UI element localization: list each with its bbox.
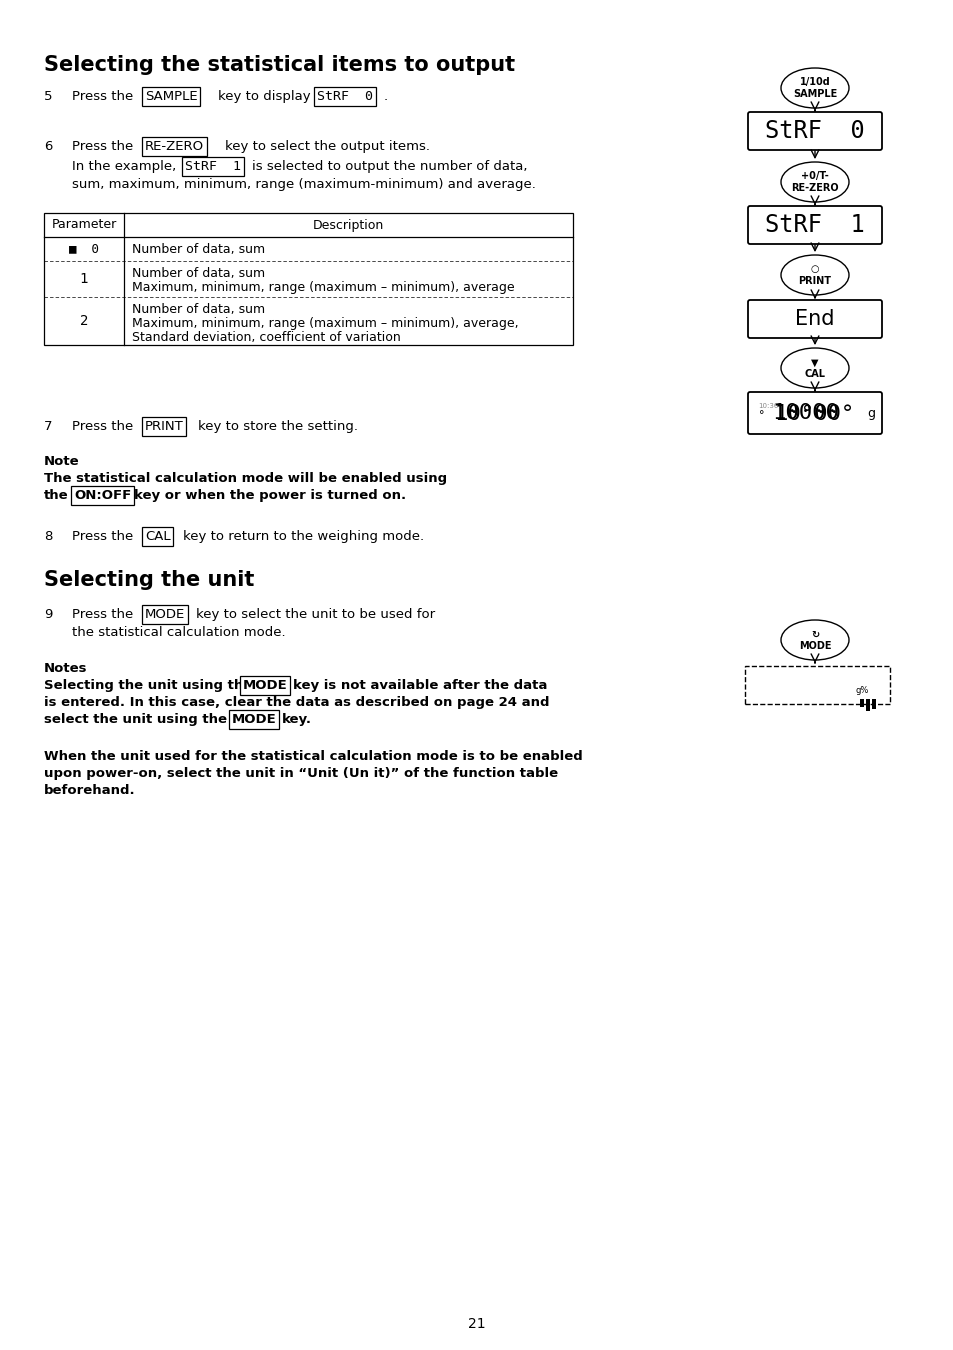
Text: Number of data, sum: Number of data, sum [132, 243, 265, 255]
Text: SAMPLE: SAMPLE [792, 89, 836, 99]
Text: PRINT: PRINT [798, 275, 831, 286]
Bar [744, 666, 889, 703]
Ellipse shape [781, 68, 848, 108]
Text: CAL: CAL [145, 531, 171, 543]
Text: sum, maximum, minimum, range (maximum-minimum) and average.: sum, maximum, minimum, range (maximum-mi… [71, 178, 536, 190]
FancyBboxPatch shape [747, 300, 882, 338]
Text: 2: 2 [80, 315, 88, 328]
Text: StRF  0: StRF 0 [316, 90, 373, 103]
Text: is entered. In this case, clear the data as described on page 24 and: is entered. In this case, clear the data… [44, 697, 549, 709]
Text: Number of data, sum: Number of data, sum [132, 302, 265, 316]
Text: Selecting the unit using the: Selecting the unit using the [44, 679, 252, 693]
Text: beforehand.: beforehand. [44, 784, 135, 796]
Bar [859, 699, 863, 707]
Text: Note: Note [44, 455, 79, 468]
Text: MODE: MODE [232, 713, 276, 726]
Text: key to select the output items.: key to select the output items. [225, 140, 430, 153]
FancyBboxPatch shape [747, 392, 882, 433]
Text: 10:30: 10:30 [758, 404, 778, 409]
Text: +0/T-: +0/T- [801, 171, 828, 181]
Bar [865, 699, 869, 711]
Text: PRINT: PRINT [145, 420, 184, 433]
Ellipse shape [781, 255, 848, 296]
Text: MODE: MODE [243, 679, 288, 693]
Text: key is not available after the data: key is not available after the data [293, 679, 547, 693]
Text: End: End [795, 309, 834, 329]
Text: key or when the power is turned on.: key or when the power is turned on. [133, 489, 406, 502]
Text: StRF  1: StRF 1 [185, 161, 241, 173]
Text: Press the: Press the [71, 531, 133, 543]
Text: MODE: MODE [145, 608, 185, 621]
Text: 6: 6 [44, 140, 52, 153]
Text: Notes: Notes [44, 662, 88, 675]
Text: MODE: MODE [798, 641, 830, 651]
Text: Selecting the statistical items to output: Selecting the statistical items to outpu… [44, 55, 515, 76]
Text: key to display: key to display [218, 90, 311, 103]
Text: RE-ZERO: RE-ZERO [790, 182, 838, 193]
Text: Number of data, sum: Number of data, sum [132, 267, 265, 279]
Text: ▼: ▼ [810, 358, 818, 367]
Text: 8: 8 [44, 531, 52, 543]
Text: Description: Description [313, 219, 384, 231]
Ellipse shape [781, 348, 848, 387]
Text: Maximum, minimum, range (maximum – minimum), average: Maximum, minimum, range (maximum – minim… [132, 281, 514, 294]
Text: ↻: ↻ [810, 629, 819, 640]
FancyBboxPatch shape [747, 112, 882, 150]
Text: 1/10d: 1/10d [799, 77, 829, 88]
Text: In the example,: In the example, [71, 161, 176, 173]
Text: the statistical calculation mode.: the statistical calculation mode. [71, 626, 285, 639]
Text: .: . [384, 90, 388, 103]
Text: Maximum, minimum, range (maximum – minimum), average,: Maximum, minimum, range (maximum – minim… [132, 317, 518, 329]
Text: 10000: 10000 [771, 404, 838, 423]
Text: Press the: Press the [71, 140, 133, 153]
Text: ON:OFF: ON:OFF [74, 489, 132, 502]
Text: key.: key. [282, 713, 312, 726]
Text: 1: 1 [80, 271, 88, 286]
Text: ○: ○ [810, 265, 819, 274]
Text: Selecting the unit: Selecting the unit [44, 570, 254, 590]
Text: Standard deviation, coefficient of variation: Standard deviation, coefficient of varia… [132, 331, 400, 344]
Bar [871, 699, 875, 709]
Text: is selected to output the number of data,: is selected to output the number of data… [252, 161, 527, 173]
Text: g%: g% [855, 686, 868, 695]
Text: 7: 7 [44, 420, 52, 433]
Text: Parameter: Parameter [51, 219, 116, 231]
Text: 5: 5 [44, 90, 52, 103]
Text: CAL: CAL [803, 369, 824, 378]
Bar [44, 213, 573, 346]
Text: When the unit used for the statistical calculation mode is to be enabled: When the unit used for the statistical c… [44, 751, 582, 763]
Ellipse shape [781, 162, 848, 202]
Text: key to select the unit to be used for: key to select the unit to be used for [195, 608, 435, 621]
Text: 21: 21 [468, 1318, 485, 1331]
Text: StRF  0: StRF 0 [764, 119, 864, 143]
Ellipse shape [781, 620, 848, 660]
Text: g: g [866, 406, 874, 420]
Text: key to store the setting.: key to store the setting. [198, 420, 357, 433]
Text: StRF  1: StRF 1 [764, 213, 864, 238]
Text: 9: 9 [44, 608, 52, 621]
Text: Press the: Press the [71, 420, 133, 433]
Text: key to return to the weighing mode.: key to return to the weighing mode. [183, 531, 424, 543]
Text: upon power-on, select the unit in “Unit (Un it)” of the function table: upon power-on, select the unit in “Unit … [44, 767, 558, 780]
Text: the: the [44, 489, 69, 502]
Text: °: ° [759, 410, 763, 420]
Text: Press the: Press the [71, 90, 133, 103]
Text: 10°00°: 10°00° [774, 404, 854, 424]
FancyBboxPatch shape [747, 207, 882, 244]
Text: The statistical calculation mode will be enabled using: The statistical calculation mode will be… [44, 472, 447, 485]
Text: RE-ZERO: RE-ZERO [145, 140, 204, 153]
Text: select the unit using the: select the unit using the [44, 713, 227, 726]
Text: ■  0: ■ 0 [69, 243, 99, 255]
Text: SAMPLE: SAMPLE [145, 90, 197, 103]
Text: Press the: Press the [71, 608, 133, 621]
